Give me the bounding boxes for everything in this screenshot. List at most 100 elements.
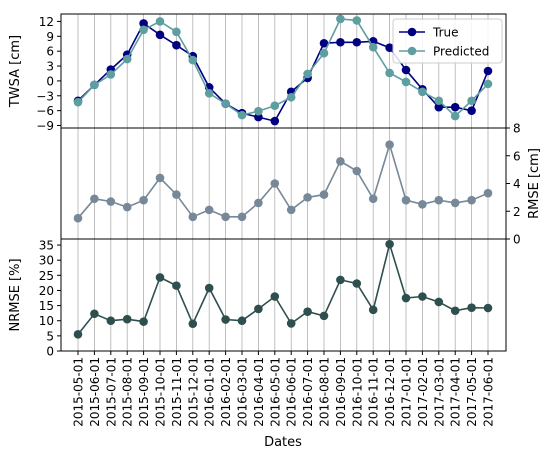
data-point xyxy=(385,43,394,53)
x-tick-label: 2017-06-01 xyxy=(482,357,496,427)
data-point xyxy=(467,96,476,106)
x-tick-label: 2017-01-01 xyxy=(400,357,414,427)
data-point xyxy=(73,97,83,107)
data-point xyxy=(237,316,247,326)
x-tick-label: 2015-07-01 xyxy=(104,357,118,427)
data-point xyxy=(401,195,411,205)
legend-label: True xyxy=(432,26,459,40)
x-tick-label: 2015-11-01 xyxy=(170,357,184,427)
x-axis: 2015-05-01 2015-06-01 2015-07-01 2015-08-01… xyxy=(72,351,496,427)
y-tick-label: 20 xyxy=(39,284,54,298)
data-point xyxy=(188,212,198,222)
data-point xyxy=(352,37,362,47)
data-point xyxy=(204,205,214,215)
data-point xyxy=(336,157,345,166)
data-point xyxy=(401,65,411,75)
y-tick-label: 4 xyxy=(513,177,521,191)
x-tick-label: 2016-01-01 xyxy=(203,357,217,427)
data-point xyxy=(73,330,83,339)
y-tick-label: 2 xyxy=(513,205,521,219)
y-tick-label: −3 xyxy=(36,89,54,103)
data-point xyxy=(319,311,329,321)
data-point xyxy=(204,283,214,293)
data-point xyxy=(237,212,247,222)
data-point xyxy=(401,293,411,303)
legend-label: Predicted xyxy=(433,45,489,59)
data-point xyxy=(122,54,132,64)
x-tick-label: 2016-07-01 xyxy=(301,357,315,427)
x-tick-label: 2016-05-01 xyxy=(268,357,282,427)
x-tick-label: 2016-09-01 xyxy=(334,357,348,427)
x-tick-label: 2017-05-01 xyxy=(465,357,479,427)
data-point xyxy=(270,179,280,188)
data-point xyxy=(450,102,460,112)
data-point xyxy=(368,194,378,204)
data-point xyxy=(483,66,493,76)
data-point xyxy=(450,306,460,316)
data-point xyxy=(434,96,444,106)
y-tick-label: 30 xyxy=(39,254,54,268)
data-point xyxy=(237,110,247,120)
x-tick-label: 2015-09-01 xyxy=(137,357,151,427)
y-tick-label: 10 xyxy=(39,314,54,328)
data-point xyxy=(319,38,329,48)
y-axis-label: TWSA [cm] xyxy=(8,35,23,108)
y-axis-label: NRMSE [%] xyxy=(8,258,23,331)
data-point xyxy=(122,314,132,324)
series-line xyxy=(77,141,489,219)
data-point xyxy=(90,80,99,90)
y-tick-label: 15 xyxy=(39,299,54,313)
data-point xyxy=(106,316,116,326)
x-tick-label: 2016-12-01 xyxy=(383,357,397,427)
x-tick-label: 2017-03-01 xyxy=(432,357,446,427)
data-point xyxy=(221,99,230,109)
data-point xyxy=(270,292,280,301)
data-point xyxy=(434,297,444,307)
x-tick-label: 2017-04-01 xyxy=(449,357,463,427)
data-point xyxy=(286,205,296,215)
data-point xyxy=(352,279,362,288)
plot-frame xyxy=(60,127,507,240)
legend-swatch-marker xyxy=(407,46,417,56)
data-point xyxy=(270,116,280,126)
x-tick-label: 2016-04-01 xyxy=(252,357,266,427)
plot-frame xyxy=(60,238,507,352)
data-point xyxy=(90,194,99,204)
x-tick-label: 2016-11-01 xyxy=(367,357,381,427)
y-tick-label: 0 xyxy=(513,233,521,247)
y-tick-label: 25 xyxy=(39,269,54,283)
data-point xyxy=(385,68,394,78)
data-point xyxy=(155,17,165,26)
legend-swatch-marker xyxy=(407,27,417,37)
data-point xyxy=(254,304,263,314)
x-tick-label: 2015-10-01 xyxy=(154,357,168,427)
data-point xyxy=(467,303,476,313)
data-point xyxy=(434,195,444,205)
y-tick-label: −6 xyxy=(36,104,54,118)
data-point xyxy=(139,317,148,326)
data-point xyxy=(352,16,362,25)
x-tick-label: 2015-06-01 xyxy=(88,357,102,427)
data-point xyxy=(188,319,198,329)
data-point xyxy=(385,140,394,149)
y-tick-label: 0 xyxy=(46,345,54,359)
data-point xyxy=(483,188,493,198)
data-point xyxy=(368,305,378,315)
y-tick-label: 8 xyxy=(513,122,521,136)
y-axis-label: RMSE [cm] xyxy=(527,148,542,219)
data-point xyxy=(286,92,296,102)
data-point xyxy=(73,213,83,223)
data-point xyxy=(319,190,329,199)
data-point xyxy=(172,27,181,37)
data-point xyxy=(467,195,476,205)
x-tick-label: 2016-08-01 xyxy=(318,357,332,427)
x-tick-label: 2016-10-01 xyxy=(350,357,364,427)
data-point xyxy=(122,202,132,212)
data-point xyxy=(385,239,394,249)
data-point xyxy=(483,303,493,313)
data-point xyxy=(286,319,296,328)
x-tick-label: 2016-03-01 xyxy=(236,357,250,427)
x-tick-label: 2017-02-01 xyxy=(416,357,430,427)
